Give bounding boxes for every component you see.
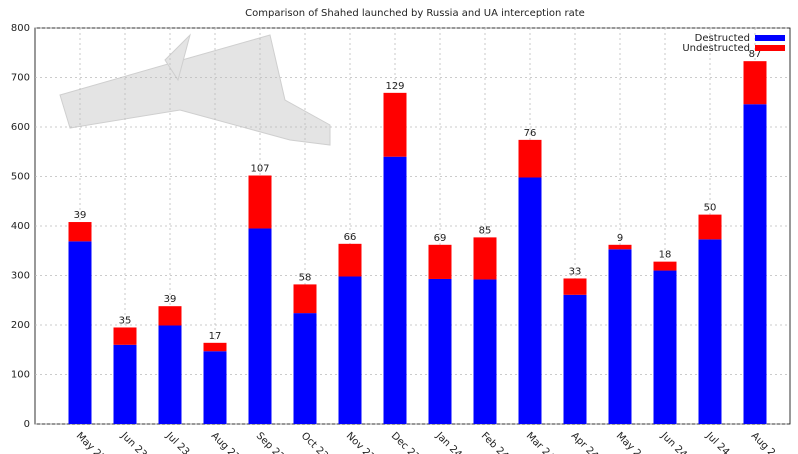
bar-segment <box>338 276 362 424</box>
data-label: 85 <box>479 225 492 236</box>
y-tick-label: 0 <box>24 419 30 430</box>
bar-segment <box>473 237 497 280</box>
y-tick-label: 500 <box>11 172 30 183</box>
x-tick-label: Aug 24 <box>749 430 782 454</box>
data-label: 69 <box>434 233 447 244</box>
x-tick-label: Aug 23 <box>209 430 242 454</box>
y-tick-label: 400 <box>11 221 30 232</box>
y-tick-label: 800 <box>11 23 30 34</box>
y-tick-label: 200 <box>11 320 30 331</box>
bar-segment <box>518 177 542 424</box>
bar-segment <box>563 278 587 295</box>
data-label: 39 <box>74 210 87 221</box>
data-label: 76 <box>524 128 537 139</box>
x-tick-label: Jul 24 <box>703 430 731 454</box>
bar-segment <box>608 249 632 424</box>
data-label: 107 <box>250 164 269 175</box>
bar-segment <box>653 261 677 271</box>
bar-segment <box>248 228 272 424</box>
y-tick-label: 100 <box>11 370 30 381</box>
drone-illustration <box>59 33 331 146</box>
data-label: 33 <box>569 266 582 277</box>
bar-segment <box>203 351 227 424</box>
x-tick-label: Sep 23 <box>254 430 286 454</box>
data-label: 87 <box>749 49 762 60</box>
y-tick-label: 700 <box>11 73 30 84</box>
bar-segment <box>68 241 92 424</box>
x-tick-label: Jul 23 <box>163 430 191 454</box>
legend-label: Undestructed <box>682 43 750 54</box>
bar-segment <box>743 61 767 105</box>
bar-segment <box>248 175 272 229</box>
data-label: 18 <box>659 250 672 261</box>
bar-segment <box>743 104 767 424</box>
data-label: 35 <box>119 315 132 326</box>
bar-segment <box>113 344 137 424</box>
legend-swatch <box>755 35 785 41</box>
bar-segment <box>158 325 182 424</box>
x-tick-label: May 23 <box>74 430 108 454</box>
data-label: 58 <box>299 272 312 283</box>
bar-segment <box>158 306 182 326</box>
data-label: 17 <box>209 331 222 342</box>
x-tick-label: Mar 24 <box>524 430 556 454</box>
bar-segment <box>383 156 407 424</box>
legend-label: Destructed <box>695 33 750 44</box>
x-tick-label: Jun 24 <box>658 430 689 454</box>
data-label: 129 <box>385 81 404 92</box>
legend-swatch <box>755 45 785 51</box>
bar-segment <box>428 244 452 279</box>
data-label: 50 <box>704 203 717 214</box>
data-label: 66 <box>344 232 357 243</box>
x-tick-label: Oct 23 <box>299 430 330 454</box>
bar-segment <box>293 284 317 314</box>
bar-segment <box>518 139 542 178</box>
bar-segment <box>698 239 722 424</box>
x-tick-label: Apr 24 <box>569 430 600 454</box>
bar-segment <box>68 222 92 242</box>
data-label: 9 <box>617 233 623 244</box>
y-tick-label: 300 <box>11 271 30 282</box>
bar-segment <box>563 294 587 424</box>
chart-title: Comparison of Shahed launched by Russia … <box>245 8 585 19</box>
x-tick-label: Nov 23 <box>344 430 377 454</box>
x-tick-label: Jun 23 <box>118 430 149 454</box>
data-label: 39 <box>164 294 177 305</box>
bar-segment <box>338 243 362 277</box>
y-tick-label: 600 <box>11 122 30 133</box>
bar-segment <box>473 279 497 424</box>
bar-segment <box>383 92 407 157</box>
bar-segment <box>203 342 227 352</box>
x-tick-label: May 24 <box>614 430 648 454</box>
bar-segment <box>113 327 137 345</box>
bar-segment <box>608 244 632 250</box>
bar-segment <box>293 313 317 424</box>
bar-segment <box>653 270 677 424</box>
x-tick-label: Feb 24 <box>479 430 511 454</box>
bar-segment <box>698 214 722 240</box>
bar-segment <box>428 278 452 424</box>
x-tick-label: Dec 23 <box>389 430 422 454</box>
x-tick-label: Jan 24 <box>433 430 464 454</box>
